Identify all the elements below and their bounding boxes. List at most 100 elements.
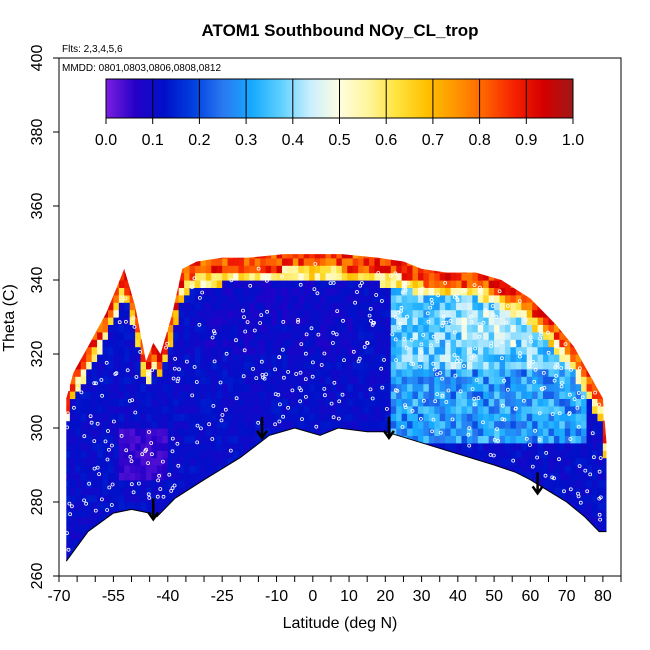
heatmap-cell [336,302,343,311]
heatmap-cell [113,361,120,370]
heatmap-cell [151,398,158,407]
heatmap-cell [553,391,560,399]
heatmap-cell [428,391,435,399]
heatmap-cell [97,405,104,414]
sample-point [433,399,438,404]
heatmap-cell [75,428,82,436]
heatmap-cell [227,465,234,473]
heatmap-cell [287,376,294,385]
heatmap-cell [390,420,397,429]
heatmap-cell [521,368,528,377]
heatmap-cell [483,376,490,385]
heatmap-cell [140,383,147,392]
heatmap-cell [91,376,98,385]
sample-point [124,448,129,453]
sample-point [394,358,399,363]
heatmap-cell [173,450,180,459]
heatmap-cell [156,450,163,459]
heatmap-cell [107,294,114,303]
heatmap-cell [211,294,218,303]
heatmap-cell [200,465,207,473]
heatmap-cell [434,280,441,288]
heatmap-cell [113,339,120,348]
heatmap-cell [156,472,163,481]
heatmap-cell [564,450,571,459]
heatmap-cell [287,317,294,325]
heatmap-cell [597,531,604,540]
heatmap-cell [336,428,343,436]
heatmap-cell [178,472,185,481]
heatmap-cell [369,265,376,274]
heatmap-cell [521,339,528,348]
heatmap-cell [336,391,343,399]
heatmap-cell [124,368,131,377]
heatmap-cell [575,450,582,459]
heatmap-cell [336,324,343,333]
heatmap-cell [483,324,490,333]
heatmap-cell [146,383,153,392]
heatmap-cell [281,391,289,399]
heatmap-cell [59,480,65,488]
heatmap-cell [151,450,158,459]
heatmap-cell [222,405,229,414]
heatmap-cell [347,317,354,325]
heatmap-cell [243,420,250,429]
sample-point [393,271,398,276]
heatmap-cell [407,376,414,385]
heatmap-cell [97,368,104,377]
heatmap-cell [586,487,593,496]
heatmap-cell [309,317,316,325]
sample-point [495,427,499,432]
sample-point [430,429,435,434]
heatmap-cell [515,339,522,348]
heatmap-cell [336,243,342,251]
heatmap-cell [222,391,229,399]
heatmap-cell [298,324,305,333]
heatmap-cell [124,391,131,399]
heatmap-cell [173,309,180,318]
sample-point [138,349,143,354]
sample-point [481,420,485,425]
sample-point [157,473,162,478]
heatmap-cell [456,361,463,370]
heatmap-cell [314,339,321,348]
sample-point [200,290,205,295]
heatmap-cell [510,346,517,355]
heatmap-cell [107,509,114,518]
heatmap-cell [151,442,158,451]
heatmap-cell [543,435,550,444]
heatmap-cell [591,435,599,444]
heatmap-cell [227,317,234,325]
heatmap-cell [129,287,136,296]
sample-point [110,443,114,448]
heatmap-cell [597,435,604,444]
heatmap-cell [222,294,229,303]
heatmap-cell [499,398,506,407]
heatmap-cell [597,502,604,510]
heatmap-cell [390,376,397,385]
sample-point [99,378,104,382]
heatmap-cell [428,376,435,385]
heatmap-cell [113,376,120,385]
heatmap-cell [113,479,120,488]
heatmap-cell [358,420,365,429]
sample-point [406,281,410,286]
heatmap-cell [504,428,512,436]
heatmap-cell [379,398,386,407]
sample-point [452,353,457,357]
heatmap-cell [156,435,163,444]
heatmap-cell [205,354,212,362]
heatmap-cell [417,368,424,377]
heatmap-cell [521,420,528,429]
heatmap-cell [276,383,283,392]
sample-point [79,390,84,395]
heatmap-cell [162,442,169,451]
heatmap-cell [162,487,169,496]
heatmap-cell [488,354,495,362]
heatmap-cell [548,324,555,333]
heatmap-cell [336,376,343,385]
heatmap-cell [602,435,607,444]
heatmap-cell [374,302,381,311]
heatmap-cell [532,324,539,333]
heatmap-cell [423,398,430,407]
